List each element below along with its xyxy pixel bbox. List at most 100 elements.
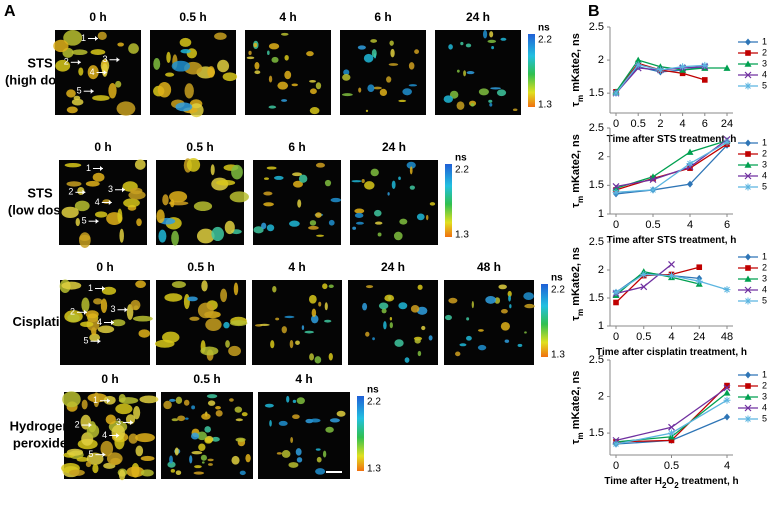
cell: [414, 49, 420, 54]
cell: [358, 87, 362, 93]
series-line: [615, 139, 728, 189]
cell: [253, 42, 258, 48]
cell: [183, 294, 190, 310]
cell: [268, 43, 280, 50]
cell: [297, 199, 302, 208]
legend-label: 2: [762, 148, 767, 158]
marker: [668, 437, 675, 444]
cell: [118, 469, 126, 481]
x-tick-label: 0: [613, 118, 619, 130]
cell: [201, 280, 208, 292]
cell: [482, 30, 488, 39]
marker: [640, 270, 648, 278]
cell: [235, 418, 243, 422]
cell: [222, 72, 238, 82]
arrow-head: [95, 36, 98, 41]
cell: [253, 226, 264, 234]
cell: [177, 415, 186, 422]
arrow-head: [107, 398, 110, 404]
cell: [119, 228, 124, 243]
cell: [158, 229, 167, 243]
cell: [61, 206, 79, 218]
legend-label: 2: [762, 380, 767, 390]
cell: [229, 191, 249, 203]
cell: [504, 339, 510, 343]
legend-marker: [744, 82, 752, 90]
cell: [374, 209, 382, 217]
cell: [272, 285, 277, 293]
cell: [460, 41, 464, 46]
micrograph: [252, 280, 342, 365]
x-tick-label: 0.5: [636, 331, 651, 343]
cell: [63, 30, 83, 46]
x-tick-label: 0.5: [664, 460, 679, 472]
cell: [175, 102, 193, 112]
cell: [156, 209, 165, 224]
series-line: [615, 141, 728, 193]
cell: [183, 399, 190, 406]
legend-marker: [745, 50, 751, 56]
cell: [471, 301, 474, 309]
arrow-head: [84, 309, 87, 315]
marker: [656, 66, 664, 74]
cell: [517, 343, 523, 347]
cell: [169, 191, 188, 203]
legend-marker: [744, 297, 752, 305]
colorbar-min: 1.3: [551, 350, 565, 361]
cell: [341, 93, 353, 97]
cell: [277, 81, 289, 90]
cell: [200, 454, 207, 461]
marker: [640, 283, 648, 291]
micrograph: [59, 279, 153, 365]
legend-label: 3: [762, 273, 767, 283]
y-tick-label: 2.5: [589, 236, 604, 248]
cell: [318, 301, 322, 307]
x-tick-label: 0: [613, 219, 619, 231]
legend-marker: [744, 393, 752, 400]
cell: [175, 396, 183, 405]
image-background: [444, 280, 534, 365]
cell: [383, 321, 387, 330]
cell: [425, 214, 429, 221]
cell: [284, 315, 295, 319]
x-tick-label: 0: [613, 460, 619, 472]
cell: [408, 62, 415, 70]
cell: [224, 220, 235, 235]
cell: [193, 471, 205, 475]
y-axis-title-part: mKate2, ns: [570, 33, 582, 95]
cell: [342, 74, 351, 81]
x-axis-title-part: 2: [662, 481, 667, 490]
cell: [444, 314, 452, 321]
cell: [371, 49, 377, 58]
legend-label: 4: [762, 170, 767, 180]
x-axis-title: Time after cisplatin treatment, h: [596, 347, 747, 358]
cell: [125, 414, 136, 425]
marker: [686, 148, 694, 155]
marker: [613, 299, 619, 306]
cell: [268, 75, 273, 83]
x-tick-label: 24: [693, 331, 705, 343]
cell: [398, 176, 401, 181]
legend-marker: [745, 38, 751, 46]
cell: [97, 325, 115, 334]
cell: [292, 399, 297, 404]
legend-label: 2: [762, 262, 767, 272]
legend-label: 4: [762, 69, 767, 79]
x-axis-title-part: Time after cisplatin treatment, h: [596, 347, 747, 358]
legend-marker: [744, 286, 752, 294]
time-label: 4 h: [288, 260, 305, 274]
legend-marker: [745, 139, 751, 147]
cell: [97, 31, 107, 41]
cell: [409, 185, 415, 190]
x-axis-title: Time after STS treatment, h: [607, 235, 737, 246]
cell: [135, 280, 146, 289]
row-label: STS: [27, 185, 53, 200]
cell: [62, 391, 81, 408]
colorbar: [541, 284, 548, 357]
cell: [315, 162, 325, 168]
cell: [186, 158, 201, 172]
legend-marker: [744, 161, 752, 168]
cell: [90, 49, 106, 56]
cell: [355, 221, 364, 225]
cell: [88, 421, 97, 433]
